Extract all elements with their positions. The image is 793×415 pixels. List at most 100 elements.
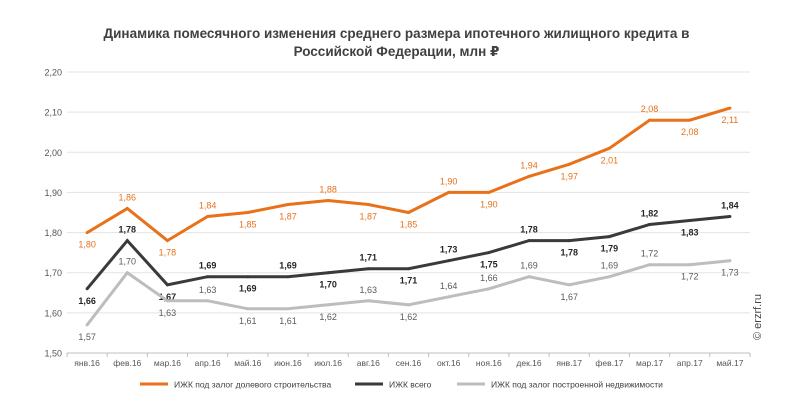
x-tick-label: мар.17 — [636, 358, 663, 368]
data-point — [688, 263, 692, 267]
y-tick-label: 1,80 — [44, 228, 62, 238]
x-tick-label: июн.16 — [274, 358, 302, 368]
data-label: 1,83 — [681, 228, 699, 238]
data-point — [246, 307, 250, 311]
data-label: 1,69 — [601, 261, 619, 271]
data-point — [85, 287, 89, 291]
data-point — [286, 275, 290, 279]
data-point — [286, 202, 290, 206]
data-label: 1,87 — [360, 211, 378, 221]
data-point — [286, 307, 290, 311]
data-label: 1,87 — [279, 211, 297, 221]
data-point — [246, 211, 250, 214]
data-point — [407, 303, 410, 307]
data-point — [125, 206, 129, 210]
data-point — [527, 174, 531, 178]
data-label: 1,67 — [159, 292, 177, 302]
data-label: 1,71 — [360, 253, 378, 263]
data-label: 1,97 — [560, 171, 578, 181]
data-label: 2,08 — [641, 104, 659, 114]
data-point — [447, 295, 451, 299]
data-label: 1,82 — [641, 209, 659, 219]
data-point — [567, 162, 571, 166]
data-label: 1,66 — [78, 296, 96, 306]
data-point — [688, 219, 692, 223]
data-label: 1,86 — [118, 192, 136, 202]
y-tick-label: 1,60 — [44, 308, 62, 318]
data-label: 1,70 — [118, 257, 136, 267]
data-label: 2,01 — [601, 155, 619, 165]
y-tick-label: 1,50 — [44, 349, 62, 359]
data-point — [567, 239, 571, 243]
y-tick-label: 2,10 — [44, 108, 62, 118]
data-label: 1,79 — [601, 244, 619, 254]
x-tick-label: май.16 — [234, 358, 261, 368]
x-tick-label: янв.16 — [74, 358, 100, 368]
x-tick-label: фев.17 — [595, 358, 623, 368]
data-label: 1,72 — [641, 249, 659, 259]
data-point — [607, 235, 611, 239]
data-point — [728, 215, 732, 219]
data-label: 1,80 — [78, 240, 96, 250]
data-point — [246, 275, 250, 279]
data-label: 2,08 — [681, 127, 699, 137]
legend-label: ИЖК всего — [389, 380, 432, 390]
data-point — [366, 267, 370, 271]
data-point — [206, 215, 210, 219]
data-label: 1,66 — [480, 273, 498, 283]
data-point — [165, 299, 169, 303]
data-point — [527, 275, 531, 279]
data-point — [125, 271, 129, 275]
data-label: 1,78 — [159, 248, 177, 258]
data-point — [728, 259, 732, 263]
y-tick-label: 1,70 — [44, 268, 62, 278]
data-label: 1,73 — [440, 245, 458, 255]
data-point — [447, 190, 451, 194]
data-point — [648, 223, 652, 227]
data-label: 1,90 — [480, 199, 498, 209]
data-point — [326, 303, 330, 307]
data-point — [648, 118, 652, 122]
data-label: 1,63 — [159, 308, 177, 318]
data-point — [366, 299, 370, 303]
watermark: © erzrf.ru — [752, 294, 764, 340]
data-label: 1,75 — [480, 260, 498, 270]
y-tick-label: 1,90 — [44, 188, 62, 198]
data-point — [85, 231, 89, 235]
data-label: 1,70 — [319, 280, 337, 290]
data-point — [728, 106, 732, 110]
x-tick-label: авг.16 — [357, 358, 380, 368]
x-tick-label: дек.16 — [516, 358, 541, 368]
data-label: 1,69 — [520, 261, 538, 271]
data-label: 1,63 — [199, 285, 217, 295]
data-label: 1,64 — [440, 281, 458, 291]
data-label: 2,11 — [721, 115, 738, 125]
data-point — [326, 271, 330, 275]
legend-label: ИЖК под залог построенной недвижимости — [491, 380, 663, 390]
x-tick-label: фев.16 — [113, 358, 141, 368]
x-tick-label: сен.16 — [396, 358, 422, 368]
data-point — [407, 211, 410, 214]
legend-label: ИЖК под залог долевого строительства — [174, 380, 331, 390]
data-point — [607, 146, 611, 150]
data-label: 1,88 — [319, 184, 337, 194]
data-point — [567, 283, 571, 287]
x-tick-label: мар.16 — [154, 358, 181, 368]
data-label: 1,69 — [239, 284, 257, 294]
data-label: 1,78 — [520, 225, 538, 235]
data-label: 1,62 — [400, 312, 418, 322]
data-point — [407, 267, 410, 271]
data-label: 1,84 — [721, 201, 739, 211]
data-label: 1,72 — [681, 272, 699, 282]
data-label: 1,69 — [199, 261, 217, 271]
data-point — [326, 198, 330, 202]
y-tick-label: 2,20 — [44, 68, 62, 78]
data-label: 1,85 — [239, 220, 257, 230]
data-label: 1,62 — [319, 312, 337, 322]
data-label: 1,94 — [520, 160, 538, 170]
data-label: 1,90 — [440, 176, 458, 186]
data-point — [125, 239, 129, 243]
y-tick-label: 2,00 — [44, 148, 62, 158]
data-label: 1,57 — [78, 332, 96, 342]
